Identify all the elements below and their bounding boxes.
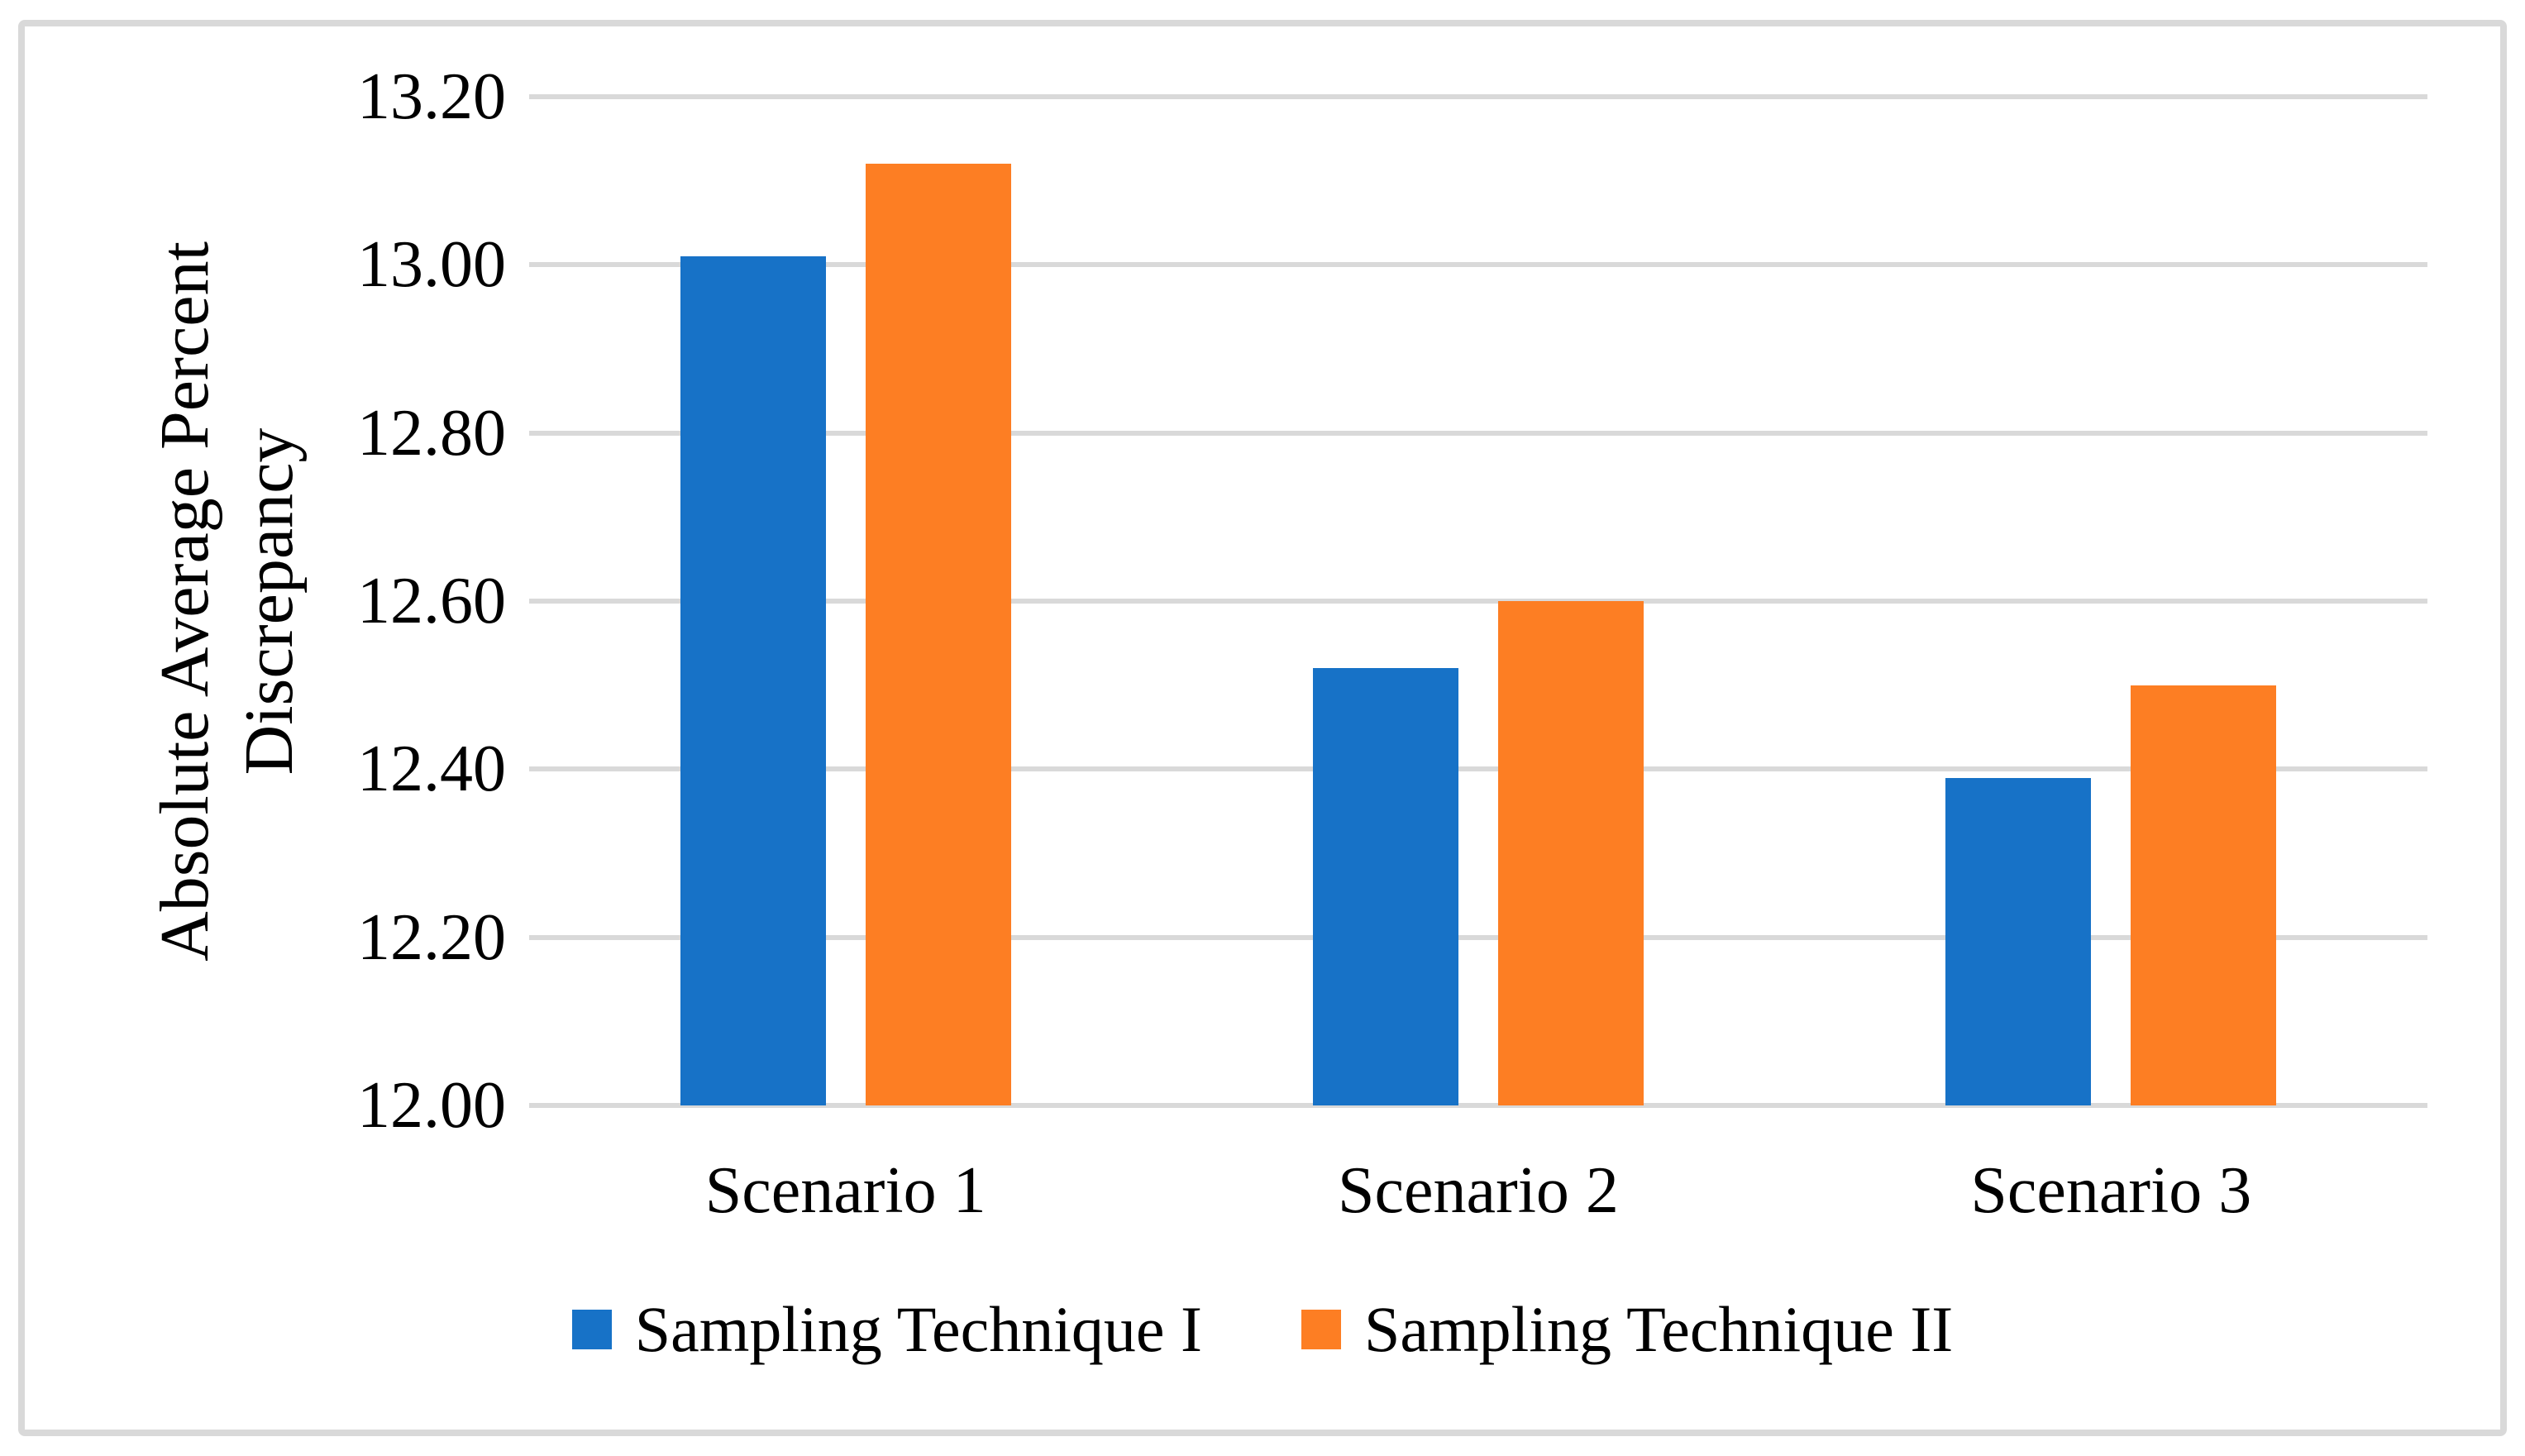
legend-label-sampling-technique-i: Sampling Technique I xyxy=(634,1293,1202,1365)
legend-marker-sampling-technique-ii xyxy=(1301,1310,1341,1349)
y-tick-label-12.20: 12.20 xyxy=(357,900,506,974)
gridline-12.00 xyxy=(529,1103,2427,1108)
x-category-label-scenario-3: Scenario 3 xyxy=(1970,1154,2252,1227)
bar-sampling-technique-i-scenario-3 xyxy=(1945,777,2092,1105)
bar-sampling-technique-ii-scenario-2 xyxy=(1498,601,1644,1105)
x-category-label-scenario-2: Scenario 2 xyxy=(1338,1154,1619,1227)
y-tick-label-13.20: 13.20 xyxy=(357,60,506,133)
x-category-label-scenario-1: Scenario 1 xyxy=(704,1154,986,1227)
bar-sampling-technique-i-scenario-1 xyxy=(680,256,826,1105)
y-tick-label-13.00: 13.00 xyxy=(357,228,506,302)
y-tick-label-12.60: 12.60 xyxy=(357,565,506,637)
y-tick-label-12.80: 12.80 xyxy=(357,396,506,470)
legend: Sampling Technique I Sampling Technique I… xyxy=(0,1280,2525,1379)
gridline-12.20 xyxy=(529,934,2427,940)
legend-entry-sampling-technique-ii: Sampling Technique II xyxy=(1301,1294,1953,1365)
legend-label-sampling-technique-ii: Sampling Technique II xyxy=(1364,1293,1954,1365)
legend-entry-sampling-technique-i: Sampling Technique I xyxy=(571,1293,1202,1365)
y-tick-label-12.00: 12.00 xyxy=(357,1069,506,1142)
bar-sampling-technique-ii-scenario-3 xyxy=(2131,685,2277,1105)
gridline-12.40 xyxy=(529,766,2427,772)
gridline-12.80 xyxy=(529,430,2427,436)
bar-sampling-technique-i-scenario-2 xyxy=(1313,668,1458,1105)
bar-sampling-technique-ii-scenario-1 xyxy=(865,164,1011,1105)
gridline-13.20 xyxy=(529,94,2427,99)
plot-area xyxy=(529,94,2427,1108)
gridline-12.60 xyxy=(529,599,2427,604)
gridline-13.00 xyxy=(529,262,2427,268)
legend-marker-sampling-technique-i xyxy=(571,1310,612,1349)
y-tick-label-12.40: 12.40 xyxy=(357,733,506,806)
